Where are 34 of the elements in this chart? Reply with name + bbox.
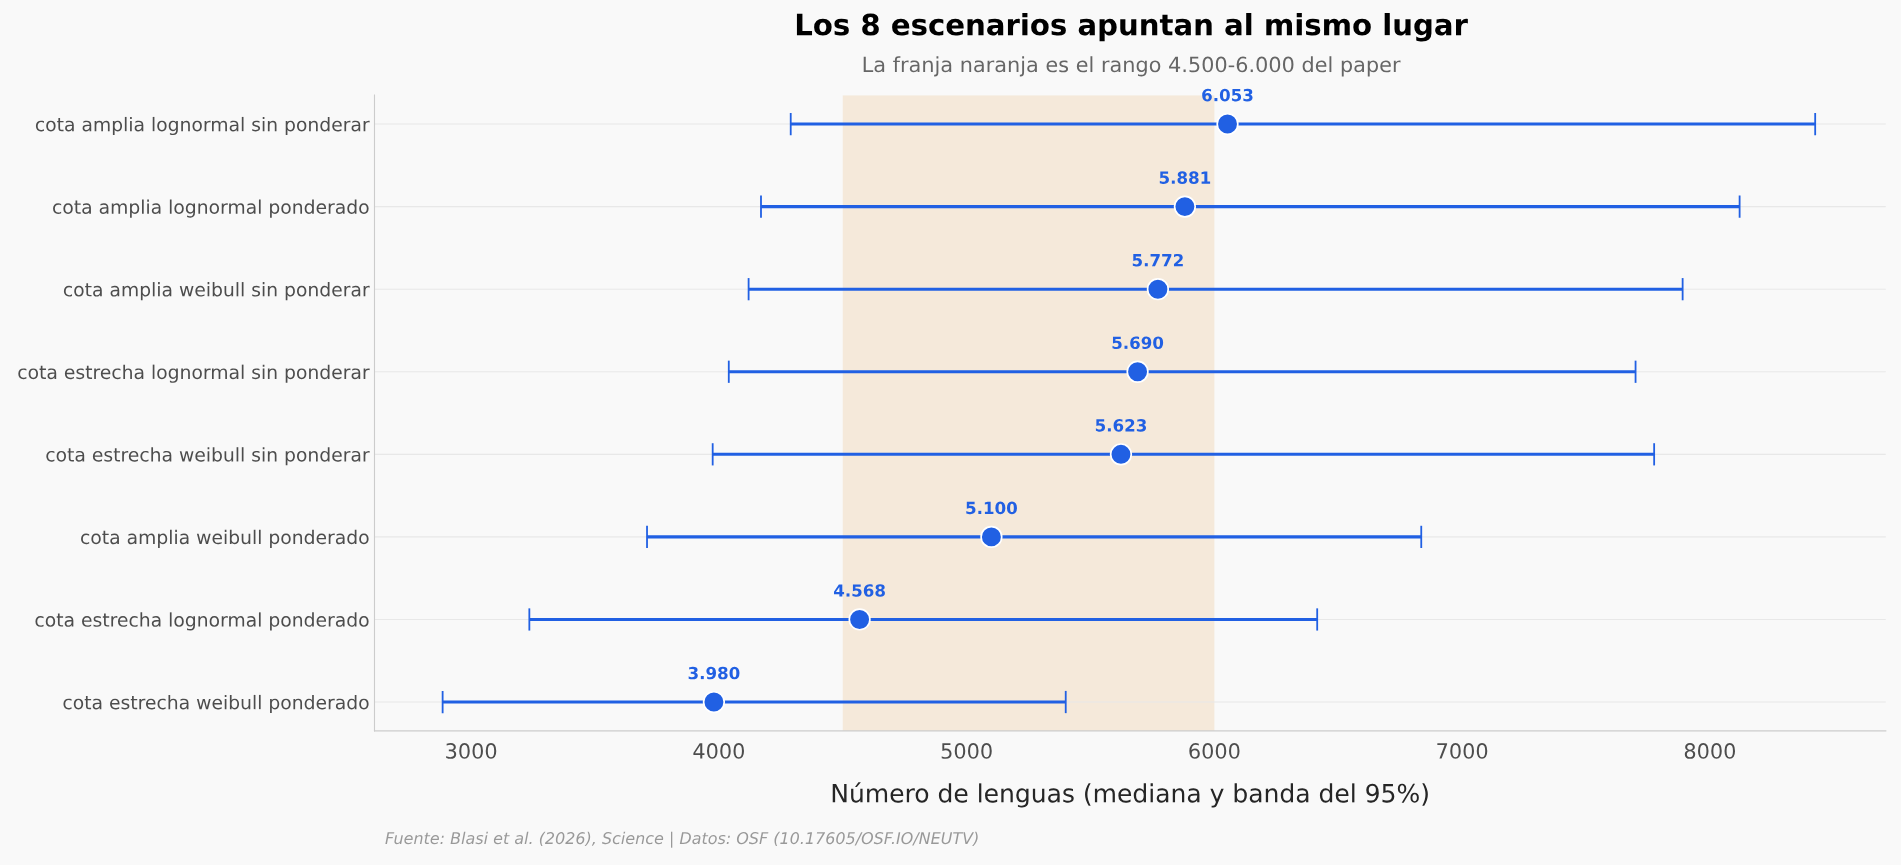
y-tick-label: cota estrecha lognormal ponderado (35, 612, 369, 631)
point (1146, 278, 1170, 301)
x-tick-label: 8000 (1684, 743, 1736, 759)
data-label: 5.772 (1132, 253, 1183, 267)
point (1216, 112, 1239, 136)
data-label: 6.053 (1202, 88, 1253, 102)
chart-title: Los 8 escenarios apuntan al mismo lugar (796, 12, 1468, 42)
point (848, 608, 871, 631)
point (702, 690, 726, 714)
point (980, 525, 1003, 549)
x-tick-label: 3000 (446, 743, 497, 759)
y-tick-label: cota amplia lognormal sin ponderar (35, 116, 370, 136)
x-tick-label: 4000 (693, 743, 744, 759)
data-label: 5.690 (1112, 336, 1164, 350)
y-tick-label: cota amplia weibull sin ponderar (63, 282, 370, 301)
x-axis-title: Número de lenguas (mediana y banda del 95%) (832, 782, 1428, 808)
data-label: 5.100 (966, 501, 1017, 515)
data-label: 3.980 (688, 666, 740, 680)
x-tick-label: 7000 (1437, 743, 1488, 759)
chart-subtitle: La franja naranja es el rango 4.500-6.000 del paper (863, 56, 1401, 77)
y-tick-label: cota estrecha weibull ponderado (63, 694, 369, 714)
point (1126, 360, 1149, 383)
data-label: 5.623 (1095, 419, 1147, 432)
data-label: 4.568 (833, 584, 885, 597)
data-label: 5.881 (1159, 171, 1211, 184)
point (1109, 443, 1133, 466)
x-tick-label: 6000 (1189, 743, 1240, 759)
y-tick-label: cota estrecha weibull sin ponderar (46, 447, 370, 466)
y-tick-label: cota estrecha lognormal sin ponderar (18, 364, 370, 383)
source-note: Fuente: Blasi et al. (2026), Science | Datos: OSF (10.17605/OSF.IO/NEUTV) (385, 831, 978, 848)
y-tick-label: cota amplia weibull ponderado (81, 529, 369, 548)
x-tick-label: 5000 (941, 743, 992, 759)
point (1173, 195, 1197, 218)
y-tick-label: cota amplia lognormal ponderado (53, 199, 369, 218)
